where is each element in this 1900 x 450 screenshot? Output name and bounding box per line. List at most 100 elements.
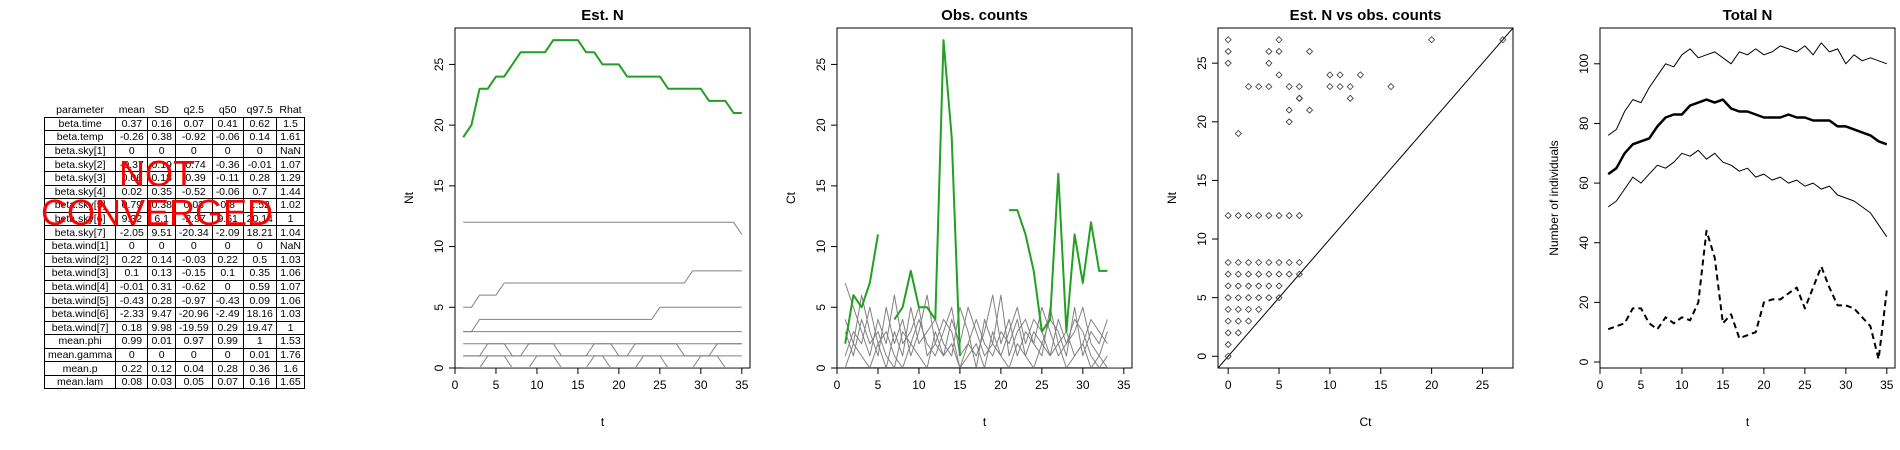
series-line-3 (463, 270, 742, 308)
x-tick-label: 10 (530, 378, 544, 392)
scatter-point (1336, 71, 1344, 79)
chart-title: Obs. counts (941, 7, 1028, 24)
x-tick-label: 5 (1638, 378, 1645, 392)
series-line-1 (844, 282, 1108, 368)
scatter-point (1265, 212, 1273, 220)
x-tick-label: 25 (1035, 378, 1049, 392)
plot-frame (1217, 27, 1514, 369)
table-row: beta.sky[4] 0.02 0.35 -0.52 -0.06 0.7 1.44 (43, 184, 306, 200)
chart-panel-4: Total N 0 5 10 15 20 25 30 35 0 20 40 60 80 100 t Number… (1547, 7, 1896, 429)
x-tick-label: 25 (653, 378, 667, 392)
scatter-point (1255, 83, 1263, 91)
x-tick-label: 35 (1880, 378, 1894, 392)
y-tick-label: 5 (432, 304, 446, 311)
y-tick-label: 15 (814, 179, 828, 193)
scatter-point (1244, 294, 1253, 302)
x-tick-label: 15 (1716, 378, 1730, 392)
scatter-point (1275, 270, 1283, 278)
x-tick-label: 10 (1323, 378, 1337, 392)
y-tick-label: 10 (1195, 232, 1209, 246)
x-tick-label: 20 (1425, 378, 1439, 392)
scatter-point (1224, 258, 1232, 267)
value-cell: 1.44 (275, 184, 306, 200)
scatter-point (1244, 282, 1253, 290)
header-rhat: Rhat (279, 104, 302, 117)
scatter-point (1255, 270, 1263, 278)
scatter-point (1285, 118, 1293, 126)
scatter-point (1275, 71, 1283, 79)
scatter-point (1295, 94, 1303, 102)
x-tick-label: 15 (953, 378, 967, 392)
plot-frame (1599, 27, 1896, 369)
series-line-4 (463, 306, 742, 333)
x-tick-label: 25 (1798, 378, 1812, 392)
scatter-point (1275, 212, 1283, 220)
scatter-point (1255, 212, 1263, 220)
y-axis-label: Nt (402, 191, 416, 204)
scatter-point (1336, 83, 1344, 91)
scatter-point (1234, 270, 1242, 278)
scatter-point (1275, 294, 1283, 302)
scatter-point (1285, 258, 1293, 267)
scatter-point (1295, 258, 1303, 267)
plot-area (1607, 42, 1888, 361)
table-row: beta.sky[7] -2.05 9.51 -20.34 -2.09 18.21 1.04 (43, 225, 306, 240)
scatter-point (1346, 83, 1354, 91)
x-tick-label: 20 (1757, 378, 1771, 392)
value-cell: 0.62 (242, 116, 277, 132)
scatter-point (1326, 71, 1334, 79)
scatter-point (1224, 270, 1232, 278)
scatter-point (1224, 212, 1232, 220)
y-tick-label: 25 (814, 57, 828, 71)
x-tick-label: 20 (612, 378, 626, 392)
series-line-2 (463, 221, 743, 235)
x-tick-label: 25 (1476, 378, 1490, 392)
scatter-point (1285, 106, 1293, 114)
y-axis-label: Number of individuals (1547, 140, 1561, 255)
x-axis-label: t (1746, 415, 1750, 429)
scatter-point (1275, 47, 1283, 56)
scatter-point (1295, 212, 1303, 220)
scatter-point (1428, 36, 1436, 44)
y-tick-label: 15 (432, 179, 446, 193)
chart-title: Total N (1723, 7, 1773, 24)
scatter-point (1265, 258, 1273, 267)
scatter-point (1224, 36, 1232, 44)
x-tick-label: 30 (1839, 378, 1853, 392)
scatter-point (1234, 282, 1242, 290)
scatter-point (1244, 83, 1253, 91)
x-tick-label: 30 (1076, 378, 1090, 392)
x-tick-label: 0 (834, 378, 841, 392)
scatter-point (1346, 94, 1354, 102)
x-tick-label: 15 (1374, 378, 1388, 392)
y-tick-label: 25 (1195, 56, 1209, 70)
y-tick-label: 10 (814, 240, 828, 254)
chart-panel-3: Est. N vs obs. counts 0 5 10 15 20 25 0 5 10 15 20 2… (1165, 7, 1514, 429)
scatter-point (1356, 71, 1364, 79)
scatter-point (1326, 83, 1334, 91)
table-row: beta.sky[5] 0.79 0.38 0.03 0.8 1.52 1.02 (43, 198, 306, 213)
x-tick-label: 35 (1117, 378, 1131, 392)
scatter-point (1234, 305, 1242, 313)
table-row: mean.phi 0.99 0.01 0.97 0.99 1 1.53 (43, 334, 306, 349)
series-line-6 (844, 39, 1108, 356)
series-line-7 (463, 343, 742, 357)
y-axis-label: Ct (784, 191, 798, 204)
scatter-point (1244, 305, 1253, 313)
scatter-point (1234, 317, 1242, 325)
scatter-point (1224, 305, 1232, 313)
series-line-5 (844, 331, 1108, 368)
x-tick-label: 0 (452, 378, 459, 392)
header-q97-5: q97.5 (246, 104, 273, 117)
scatter-point (1295, 83, 1303, 91)
scatter-point (1224, 282, 1232, 290)
scatter-point (1265, 83, 1273, 91)
value-cell: 1 (275, 320, 306, 336)
y-tick-label: 100 (1577, 53, 1591, 73)
plot-area (462, 39, 743, 368)
y-tick-label: 60 (1577, 176, 1591, 190)
x-tick-label: 0 (1597, 378, 1604, 392)
series-line-1 (1607, 42, 1887, 136)
scatter-point (1265, 294, 1273, 302)
